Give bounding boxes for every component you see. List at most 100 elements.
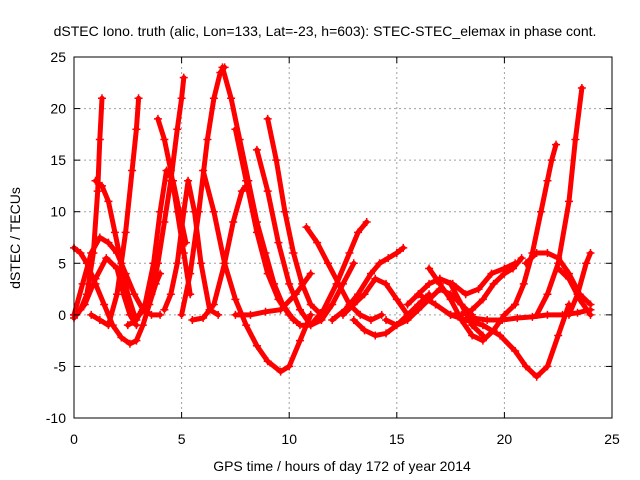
series-15 (252, 145, 358, 330)
y-tick-label: 5 (58, 255, 66, 271)
y-tick-label: 15 (50, 152, 66, 168)
y-tick-label: 0 (58, 307, 66, 323)
series-26 (435, 259, 520, 299)
data-point (339, 310, 347, 319)
series-line (71, 95, 105, 318)
data-point (242, 321, 251, 330)
data-point (403, 316, 412, 325)
data-point (371, 274, 380, 283)
chart-title: dSTEC Iono. truth (alic, Lon=133, Lat=-2… (54, 23, 597, 39)
data-point (345, 248, 354, 257)
data-point (113, 264, 122, 273)
series-line (71, 255, 139, 328)
data-point (166, 290, 175, 299)
series-line (448, 255, 525, 318)
data-point (231, 295, 240, 304)
data-point (173, 125, 182, 134)
data-point (509, 264, 518, 273)
data-point (489, 279, 498, 288)
data-point (242, 176, 251, 185)
y-tick-label: 20 (50, 101, 66, 117)
data-point (199, 166, 208, 175)
data-point (261, 307, 270, 316)
data-point (498, 316, 507, 325)
series-29 (468, 305, 595, 325)
data-point (276, 305, 285, 314)
data-point (382, 279, 391, 288)
data-point (285, 362, 294, 371)
x-tick-label: 15 (389, 431, 405, 447)
data-point (276, 367, 285, 376)
series-line (566, 250, 593, 318)
data-point (263, 114, 272, 123)
series-9 (160, 176, 223, 319)
data-point (121, 269, 130, 278)
series-line (254, 147, 357, 328)
data-point (186, 269, 195, 278)
data-point (97, 181, 106, 190)
data-point (468, 313, 477, 322)
data-point (272, 156, 281, 165)
data-point (532, 372, 541, 381)
data-point (382, 329, 391, 338)
data-point (349, 316, 358, 325)
data-point (214, 310, 223, 319)
series-line (155, 116, 193, 297)
series-8 (153, 114, 195, 299)
data-point (104, 238, 113, 247)
data-point (160, 135, 169, 144)
data-point (231, 310, 240, 319)
data-point (280, 207, 289, 216)
data-point (95, 233, 104, 242)
data-point (513, 313, 522, 322)
data-point (134, 94, 143, 103)
data-point (237, 187, 246, 196)
data-point (328, 316, 337, 325)
data-point (110, 228, 119, 237)
data-point (295, 336, 304, 345)
data-point (100, 300, 109, 309)
data-point (577, 83, 586, 92)
data-point (461, 290, 470, 299)
data-point (521, 259, 530, 268)
y-tick-label: -5 (54, 358, 67, 374)
data-point (528, 312, 537, 321)
data-point (227, 94, 236, 103)
data-point (153, 114, 162, 123)
data-point (134, 310, 143, 319)
data-point (291, 290, 300, 299)
data-point (76, 248, 85, 257)
series-19 (306, 218, 371, 330)
data-point (468, 331, 477, 340)
series-line (555, 265, 593, 318)
data-point (97, 94, 106, 103)
data-point (141, 305, 150, 314)
data-point (474, 285, 483, 294)
series-21 (339, 274, 412, 319)
data-point (392, 295, 401, 304)
data-point (80, 300, 89, 309)
data-point (203, 135, 212, 144)
data-point (349, 300, 358, 309)
data-point (179, 73, 188, 82)
series-line (351, 291, 432, 338)
data-point (285, 310, 294, 319)
y-tick-label: 25 (50, 49, 66, 65)
data-point (220, 259, 229, 268)
data-point (328, 300, 337, 309)
data-point (425, 264, 434, 273)
data-point (194, 207, 203, 216)
data-point (564, 310, 573, 319)
data-point (478, 336, 487, 345)
data-point (519, 279, 528, 288)
x-tick-label: 25 (604, 431, 620, 447)
data-point (431, 300, 440, 309)
data-point (302, 223, 311, 232)
data-point (231, 125, 240, 134)
data-point (147, 290, 156, 299)
data-point (399, 243, 408, 252)
data-point (349, 259, 358, 268)
y-tick-label: 10 (50, 204, 66, 220)
data-point (543, 176, 552, 185)
x-axis-title: GPS time / hours of day 172 of year 2014 (213, 458, 471, 474)
